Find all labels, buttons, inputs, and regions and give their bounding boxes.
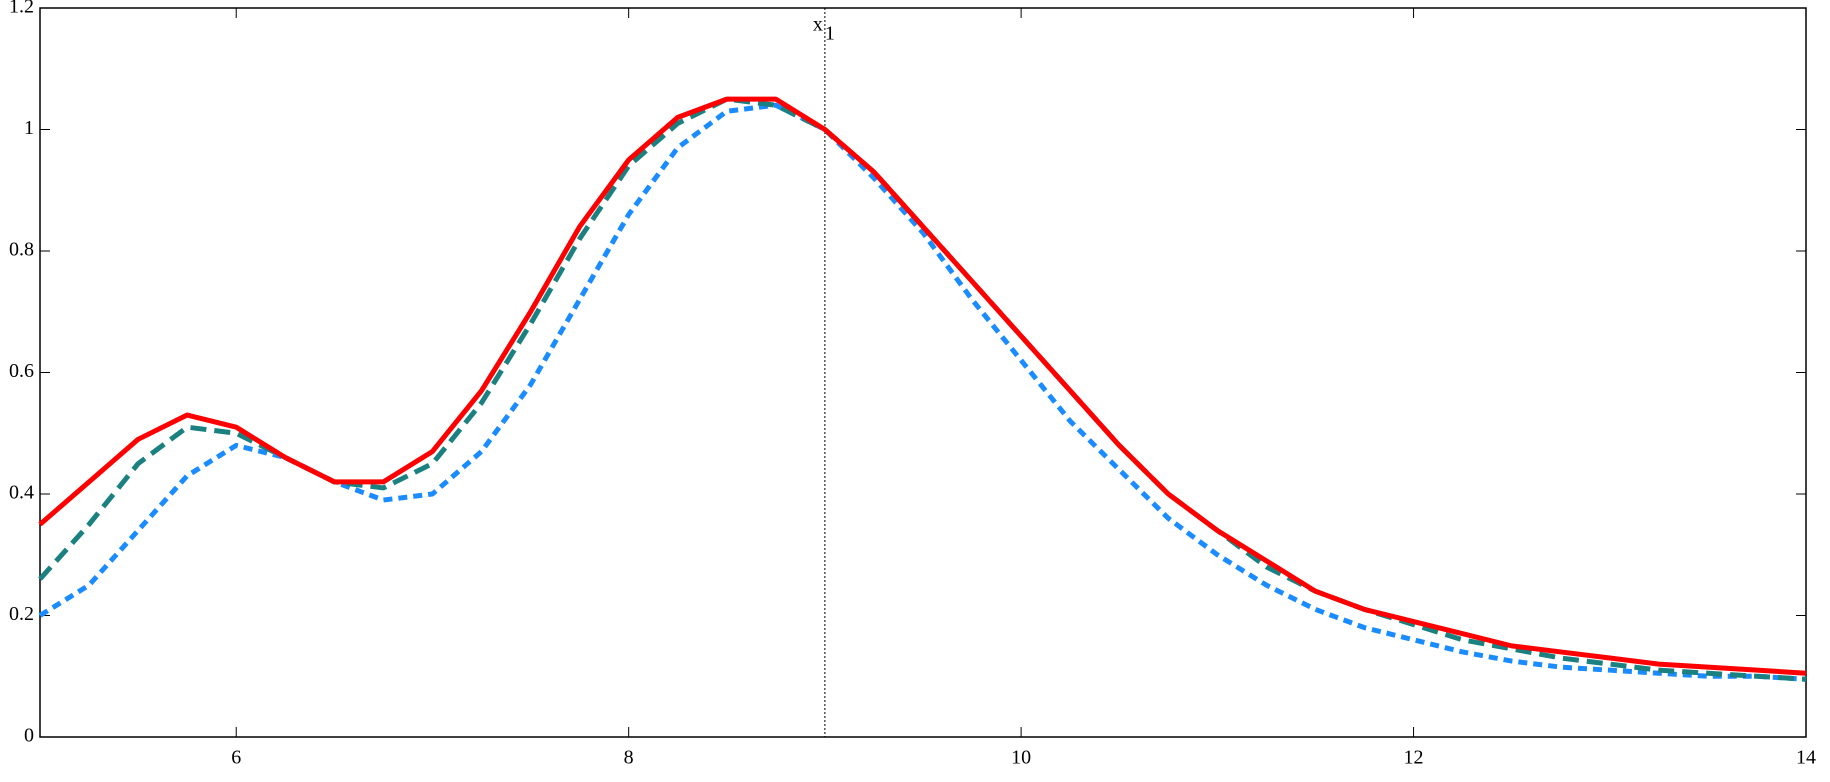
series-line <box>38 102 1807 682</box>
series-line <box>38 96 1807 676</box>
series-line <box>38 96 1807 682</box>
marker-label-sub: 1 <box>825 23 835 45</box>
x-tick-label: 14 <box>1796 747 1816 769</box>
y-tick-label: 0 <box>24 725 34 747</box>
marker-label: x <box>813 14 823 36</box>
x-tick-label: 6 <box>231 747 241 769</box>
y-tick-label: 0.4 <box>9 482 34 504</box>
y-tick-label: 0.6 <box>9 360 34 382</box>
y-tick-label: 0.2 <box>9 603 34 625</box>
x-tick-label: 8 <box>624 747 634 769</box>
y-tick-label: 0.8 <box>9 239 34 261</box>
y-tick-label: 1 <box>24 117 34 139</box>
y-tick-label: 1.2 <box>9 0 34 18</box>
x-tick-label: 12 <box>1404 747 1424 769</box>
x-tick-label: 10 <box>1011 747 1031 769</box>
plot-frame <box>39 7 1807 738</box>
